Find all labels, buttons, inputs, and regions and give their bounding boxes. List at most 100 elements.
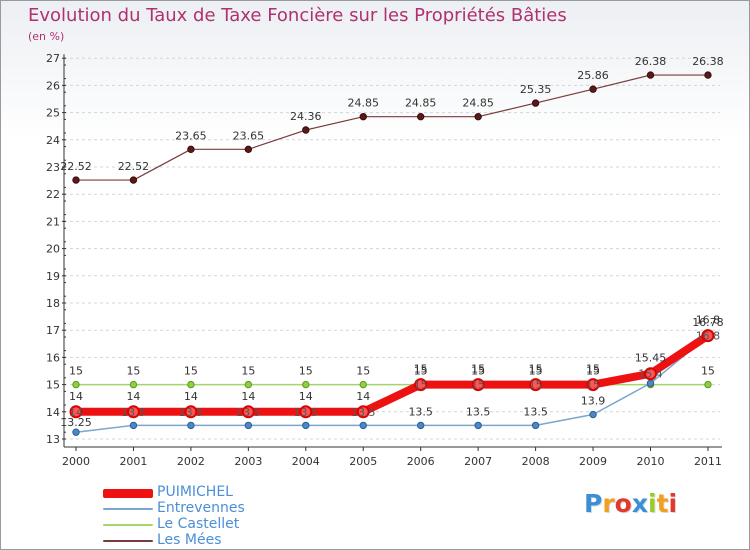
legend-swatch-le-castellet bbox=[103, 524, 153, 526]
data-label-entrevennes: 16.78 bbox=[692, 316, 724, 329]
data-point-entrevennes bbox=[244, 421, 253, 430]
data-label-les-mees: 23.65 bbox=[233, 129, 265, 142]
data-point-puimichel bbox=[529, 378, 543, 392]
data-point-les-m-es bbox=[589, 85, 597, 93]
series-line-puimichel bbox=[72, 331, 712, 416]
logo-letter: i bbox=[648, 489, 657, 518]
data-point-les-m-es bbox=[646, 71, 655, 79]
data-label-les-mees: 24.85 bbox=[462, 97, 494, 110]
y-tick-label: 17 bbox=[46, 324, 60, 337]
data-point-puimichel bbox=[586, 378, 600, 392]
y-unit-label: (en %) bbox=[28, 30, 65, 43]
data-label-puimichel-upper: 14 bbox=[184, 390, 198, 403]
data-label-les-mees: 24.85 bbox=[348, 97, 380, 110]
y-tick-label: 26 bbox=[46, 79, 60, 92]
logo-letter: r bbox=[602, 489, 615, 518]
legend: PUIMICHEL Entrevennes Le Castellet Les M… bbox=[103, 484, 323, 549]
data-point-les-m-es bbox=[359, 112, 367, 121]
x-tick-label: 2005 bbox=[349, 455, 377, 468]
data-label-les-mees: 24.85 bbox=[405, 97, 437, 110]
data-point-les-m-es bbox=[531, 99, 540, 107]
data-point-les-m-es bbox=[417, 112, 425, 121]
data-point-entrevennes bbox=[129, 421, 138, 430]
data-label-entrevennes: 13.9 bbox=[581, 395, 606, 408]
data-label-entrevennes: 13.5 bbox=[466, 405, 491, 418]
data-point-puimichel bbox=[356, 405, 370, 419]
logo-letter: P bbox=[584, 489, 603, 518]
data-label-le-castellet: 15 bbox=[184, 365, 198, 378]
data-label-les-mees: 26.38 bbox=[692, 55, 724, 68]
data-point-entrevennes bbox=[417, 421, 425, 430]
y-tick-label: 18 bbox=[46, 297, 60, 310]
y-tick-label: 21 bbox=[46, 215, 60, 228]
data-label-les-mees: 26.38 bbox=[635, 55, 667, 68]
x-tick-label: 2000 bbox=[62, 455, 90, 468]
data-label-le-castellet: 15 bbox=[701, 365, 715, 378]
data-point-entrevennes bbox=[474, 421, 482, 430]
data-point-entrevennes bbox=[359, 421, 367, 430]
data-point-les-m-es bbox=[129, 176, 138, 184]
data-label-les-mees: 22.52 bbox=[60, 160, 92, 173]
logo-letter: x bbox=[631, 489, 648, 518]
legend-item-entrevennes: Entrevennes bbox=[103, 500, 323, 517]
data-point-puimichel bbox=[299, 405, 313, 419]
data-label-le-castellet: 15 bbox=[126, 365, 140, 378]
data-label-entrevennes: 13.5 bbox=[523, 405, 548, 418]
data-label-puimichel-upper: 15.45 bbox=[635, 352, 667, 365]
data-point-entrevennes bbox=[589, 410, 597, 419]
y-tick-label: 19 bbox=[46, 270, 60, 283]
data-label-puimichel: 13.5 bbox=[121, 406, 146, 419]
data-point-le-castellet bbox=[244, 380, 253, 389]
data-label-les-mees: 24.36 bbox=[290, 110, 322, 123]
data-point-le-castellet bbox=[359, 380, 367, 389]
legend-item-le-castellet: Le Castellet bbox=[103, 516, 323, 533]
data-point-puimichel bbox=[126, 405, 140, 419]
data-label-puimichel-upper: 16.8 bbox=[696, 314, 721, 327]
data-label-puimichel: 13.5 bbox=[236, 406, 261, 419]
data-label-puimichel: 15 bbox=[586, 379, 600, 392]
data-point-entrevennes bbox=[72, 428, 80, 436]
data-label-puimichel-upper: 15 bbox=[414, 363, 428, 376]
data-label-puimichel-upper: 15 bbox=[529, 363, 543, 376]
legend-swatch-entrevennes bbox=[103, 508, 153, 510]
data-label-puimichel: 15 bbox=[529, 379, 543, 392]
data-label-puimichel: 15 bbox=[414, 379, 428, 392]
data-point-le-castellet bbox=[704, 380, 712, 389]
data-label-entrevennes: 13.25 bbox=[60, 416, 92, 429]
data-label-puimichel: 13.5 bbox=[294, 406, 319, 419]
x-tick-label: 2003 bbox=[234, 455, 262, 468]
legend-label-entrevennes: Entrevennes bbox=[157, 500, 245, 516]
data-label-puimichel-upper: 15 bbox=[586, 363, 600, 376]
data-point-entrevennes bbox=[187, 421, 195, 430]
data-label-puimichel-upper: 14 bbox=[241, 390, 255, 403]
data-label-les-mees: 25.35 bbox=[520, 83, 552, 96]
logo-letter: i bbox=[668, 489, 678, 518]
data-point-le-castellet bbox=[302, 380, 310, 389]
y-tick-label: 27 bbox=[46, 52, 60, 65]
x-tick-label: 2009 bbox=[579, 455, 607, 468]
data-label-le-castellet: 15 bbox=[529, 365, 543, 378]
x-tick-label: 2006 bbox=[407, 455, 435, 468]
data-point-puimichel bbox=[184, 405, 198, 419]
data-label-puimichel-upper: 15 bbox=[471, 363, 485, 376]
data-label-le-castellet: 15 bbox=[299, 365, 313, 378]
data-point-puimichel bbox=[414, 378, 428, 392]
y-tick-label: 24 bbox=[46, 134, 60, 147]
series-line-les-m-es bbox=[75, 74, 709, 181]
data-label-puimichel-upper: 14 bbox=[356, 390, 370, 403]
y-tick-label: 15 bbox=[46, 379, 60, 392]
data-label-puimichel: 15.4 bbox=[638, 368, 663, 381]
legend-item-puimichel: PUIMICHEL bbox=[103, 484, 323, 501]
x-tick-label: 2001 bbox=[119, 455, 147, 468]
data-label-puimichel-upper: 14 bbox=[126, 390, 140, 403]
data-point-le-castellet bbox=[72, 380, 80, 389]
x-tick-label: 2007 bbox=[464, 455, 492, 468]
legend-label-les-mees: Les Mées bbox=[157, 532, 222, 548]
data-point-entrevennes bbox=[531, 421, 540, 430]
data-point-puimichel bbox=[471, 378, 485, 392]
data-label-puimichel-upper: 14 bbox=[299, 390, 313, 403]
data-point-les-m-es bbox=[244, 145, 253, 154]
x-tick-label: 2004 bbox=[292, 455, 320, 468]
